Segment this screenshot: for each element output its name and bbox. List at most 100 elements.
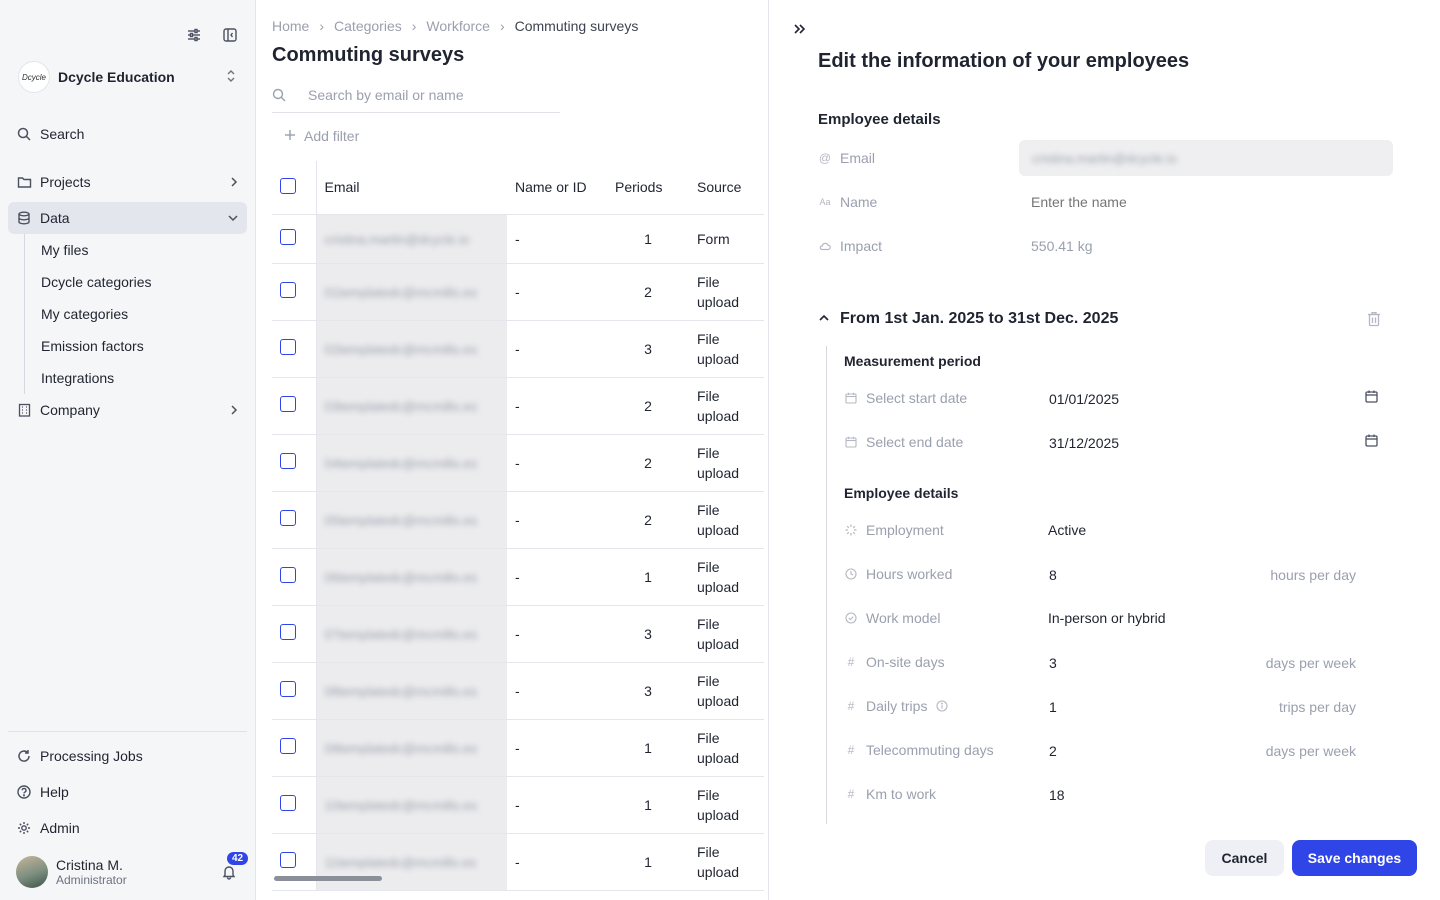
sidebar-subitem-integrations[interactable]: Integrations	[41, 370, 115, 386]
sidebar-item-company[interactable]: Company	[8, 394, 247, 426]
cancel-button[interactable]: Cancel	[1205, 840, 1284, 876]
period-employee-details-title: Employee details	[844, 485, 959, 501]
email-cell: 11templatedc@mcmillo.es	[315, 833, 507, 891]
onsite-days-unit: days per week	[1265, 655, 1356, 671]
sidebar-item-admin[interactable]: Admin	[8, 812, 247, 844]
trash-icon[interactable]	[1367, 311, 1381, 330]
row-checkbox[interactable]	[280, 624, 296, 640]
clock-icon	[844, 567, 858, 581]
row-checkbox-cell	[272, 548, 316, 606]
measurement-period-title: Measurement period	[844, 353, 981, 369]
name-field[interactable]	[1031, 194, 1371, 210]
table-row[interactable]: 08templatedc@mcmillo.es -3 File upload	[272, 662, 764, 720]
row-checkbox-cell	[272, 605, 316, 663]
search-input[interactable]	[308, 87, 548, 103]
source-cell: File upload	[689, 434, 764, 492]
periods-cell: 2	[607, 263, 689, 321]
row-checkbox[interactable]	[280, 795, 296, 811]
row-checkbox[interactable]	[280, 453, 296, 469]
end-date-field[interactable]: 31/12/2025	[1049, 435, 1120, 451]
end-date-label: Select end date	[844, 434, 963, 450]
table-row[interactable]: 09templatedc@mcmillo.es -1 File upload	[272, 719, 764, 777]
collapse-sidebar-icon[interactable]	[221, 26, 239, 44]
name-cell: -	[507, 548, 607, 606]
table-row[interactable]: 11templatedc@mcmillo.es -1 File upload	[272, 833, 764, 891]
org-name: Dcycle Education	[58, 69, 175, 85]
breadcrumb-categories[interactable]: Categories	[334, 18, 402, 34]
row-checkbox[interactable]	[280, 229, 296, 245]
start-date-label-text: Select start date	[866, 390, 968, 406]
page-title: Commuting surveys	[272, 44, 465, 66]
table-row[interactable]: cristina.martin@dcycle.io -1 Form	[272, 214, 764, 264]
telecommuting-days-field[interactable]: 2	[1049, 743, 1057, 759]
email-cell: cristina.martin@dcycle.io	[315, 214, 507, 264]
table-row[interactable]: 05templatedc@mcmillo.es -2 File upload	[272, 491, 764, 549]
sidebar-subitem-dcycle-categories[interactable]: Dcycle categories	[41, 274, 152, 290]
breadcrumb-workforce[interactable]: Workforce	[426, 18, 490, 34]
employment-select[interactable]: Active	[1048, 522, 1087, 538]
info-icon[interactable]	[935, 699, 949, 713]
source-cell: File upload	[689, 377, 764, 435]
email-cell: 03templatedc@mcmillo.es	[315, 377, 507, 435]
sidebar-subitem-my-categories[interactable]: My categories	[41, 306, 129, 322]
table-row[interactable]: 02templatedc@mcmillo.es -3 File upload	[272, 320, 764, 378]
table-row[interactable]: 07templatedc@mcmillo.es -3 File upload	[272, 605, 764, 663]
table-row[interactable]: 04templatedc@mcmillo.es -2 File upload	[272, 434, 764, 492]
sidebar-item-processing-jobs[interactable]: Processing Jobs	[8, 740, 247, 772]
name-cell: -	[507, 491, 607, 549]
row-checkbox-cell	[272, 662, 316, 720]
work-model-select[interactable]: In-person or hybrid	[1048, 610, 1166, 626]
organization-switcher[interactable]: Dcycle Dcycle Education	[18, 60, 237, 94]
table-row[interactable]: 06templatedc@mcmillo.es -1 File upload	[272, 548, 764, 606]
row-checkbox[interactable]	[280, 339, 296, 355]
sidebar-item-search[interactable]: Search	[8, 118, 247, 150]
periods-cell: 3	[607, 320, 689, 378]
row-checkbox[interactable]	[280, 510, 296, 526]
horizontal-scrollbar[interactable]	[274, 876, 382, 881]
sidebar-item-projects[interactable]: Projects	[8, 166, 247, 198]
sidebar-item-help[interactable]: Help	[8, 776, 247, 808]
hours-unit: hours per day	[1270, 567, 1356, 583]
email-value: 08templatedc@mcmillo.es	[324, 683, 478, 699]
sidebar: Dcycle Dcycle Education Search Projects …	[0, 0, 256, 900]
sidebar-item-label: Projects	[40, 174, 91, 190]
start-date-field[interactable]: 01/01/2025	[1049, 391, 1120, 407]
settings-sliders-icon[interactable]	[185, 26, 203, 44]
table-row[interactable]: 01templatedc@mcmillo.es -2 File upload	[272, 263, 764, 321]
calendar-picker-icon[interactable]	[1365, 434, 1378, 450]
notifications-bell-icon[interactable]: 42	[219, 852, 249, 882]
table-row[interactable]: 10templatedc@mcmillo.es -1 File upload	[272, 776, 764, 834]
row-checkbox[interactable]	[280, 567, 296, 583]
user-profile[interactable]: Cristina M. Administrator 42	[16, 852, 249, 890]
row-checkbox[interactable]	[280, 738, 296, 754]
select-all-checkbox[interactable]	[280, 177, 296, 194]
collapse-drawer-icon[interactable]	[793, 22, 807, 41]
sidebar-divider	[8, 731, 247, 732]
daily-trips-field[interactable]: 1	[1049, 699, 1057, 715]
row-checkbox[interactable]	[280, 681, 296, 697]
sidebar-subitem-emission-factors[interactable]: Emission factors	[41, 338, 144, 354]
column-header-source[interactable]: Source	[689, 161, 764, 215]
column-header-email[interactable]: Email	[315, 161, 507, 215]
breadcrumb-home[interactable]: Home	[272, 18, 310, 34]
row-checkbox[interactable]	[280, 396, 296, 412]
chevron-down-icon	[227, 213, 239, 223]
table-row[interactable]: 03templatedc@mcmillo.es -2 File upload	[272, 377, 764, 435]
hours-worked-field[interactable]: 8	[1049, 567, 1057, 583]
period-section-line	[826, 346, 827, 824]
save-changes-button[interactable]: Save changes	[1292, 840, 1417, 876]
sidebar-subitem-my-files[interactable]: My files	[41, 242, 89, 258]
period-accordion-header[interactable]: From 1st Jan. 2025 to 31st Dec. 2025	[818, 310, 1118, 328]
text-aa-icon: Aa	[819, 197, 831, 207]
name-label: Aa Name	[818, 194, 877, 210]
row-checkbox[interactable]	[280, 282, 296, 298]
km-to-work-field[interactable]: 18	[1049, 787, 1065, 803]
calendar-picker-icon[interactable]	[1365, 390, 1378, 406]
data-subnav: My files Dcycle categories My categories…	[24, 234, 247, 394]
sidebar-item-data[interactable]: Data	[8, 202, 247, 234]
column-header-periods[interactable]: Periods	[607, 161, 689, 215]
column-header-name[interactable]: Name or ID	[507, 161, 607, 215]
add-filter-button[interactable]: Add filter	[284, 128, 359, 144]
row-checkbox[interactable]	[280, 852, 296, 868]
onsite-days-field[interactable]: 3	[1049, 655, 1057, 671]
